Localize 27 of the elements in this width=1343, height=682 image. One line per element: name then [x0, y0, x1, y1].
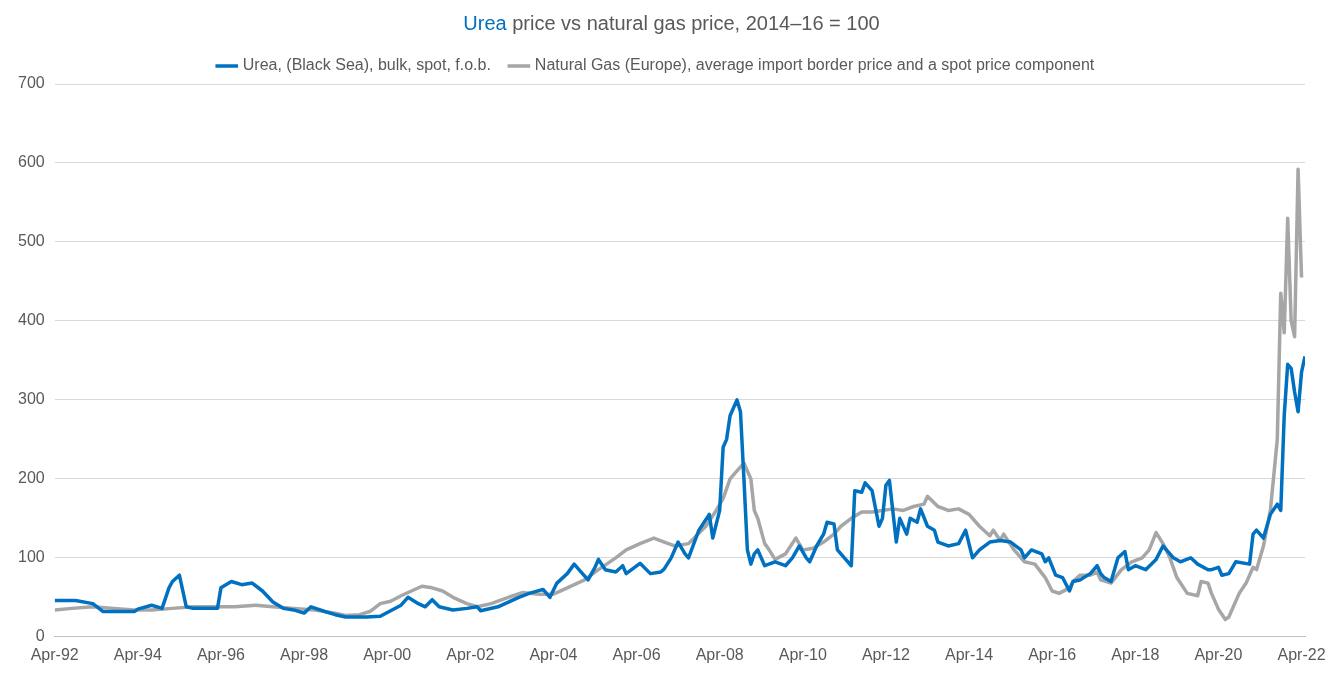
- x-tick-label: Apr-20: [1194, 645, 1243, 663]
- legend-label: Natural Gas (Europe), average import border price and a spot price component: [534, 56, 1095, 74]
- x-tick-label: Apr-92: [30, 645, 79, 663]
- y-tick-label: 0: [35, 627, 45, 645]
- x-tick-label: Apr-14: [945, 645, 994, 663]
- x-tick-label: Apr-98: [280, 645, 329, 663]
- x-tick-label: Apr-04: [529, 645, 578, 663]
- y-tick-label: 200: [17, 469, 45, 487]
- x-tick-label: Apr-96: [196, 645, 246, 663]
- y-tick-label: 400: [17, 311, 45, 329]
- x-tick-label: Apr-06: [612, 645, 661, 663]
- x-tick-label: Apr-00: [363, 645, 412, 663]
- y-tick-label: 100: [17, 548, 45, 566]
- x-tick-label: Apr-16: [1028, 645, 1077, 663]
- x-tick-label: Apr-10: [778, 645, 827, 663]
- y-tick-label: 700: [17, 74, 45, 92]
- x-tick-label: Apr-12: [861, 645, 911, 663]
- y-tick-label: 300: [17, 390, 45, 408]
- y-tick-label: 500: [17, 232, 45, 250]
- x-tick-label: Apr-18: [1111, 645, 1160, 663]
- chart-title: Urea price vs natural gas price, 2014–16 = 100: [463, 12, 880, 34]
- legend-label: Urea, (Black Sea), bulk, spot, f.o.b.: [242, 56, 491, 74]
- x-tick-label: Apr-02: [446, 645, 495, 663]
- y-tick-label: 600: [17, 153, 45, 171]
- x-tick-label: Apr-94: [113, 645, 162, 663]
- x-tick-label: Apr-08: [695, 645, 744, 663]
- x-tick-label: Apr-22: [1277, 645, 1326, 663]
